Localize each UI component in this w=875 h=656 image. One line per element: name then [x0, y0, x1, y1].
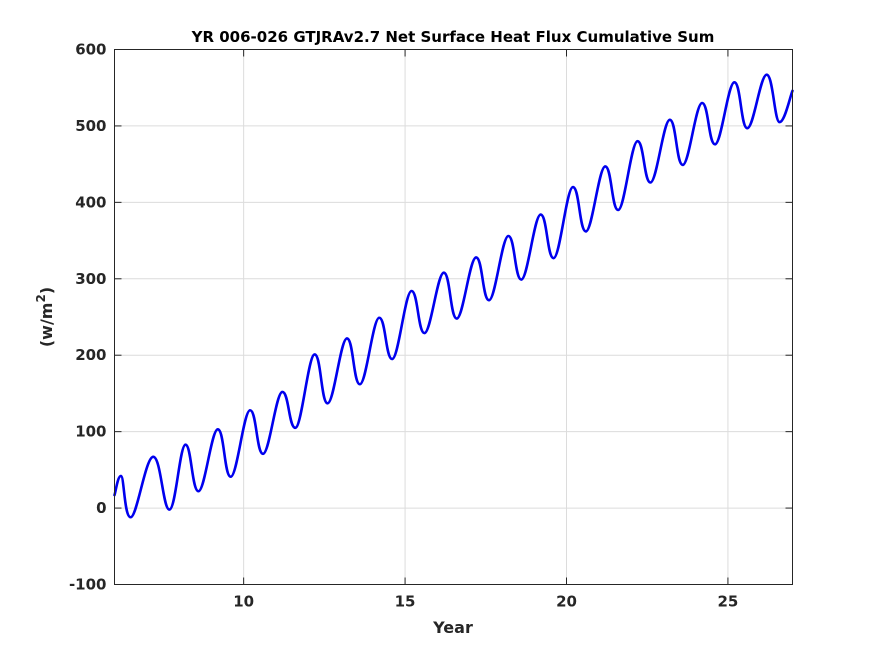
- y-tick-label: 500: [75, 117, 106, 135]
- chart-title: YR 006-026 GTJRAv2.7 Net Surface Heat Fl…: [191, 28, 715, 46]
- y-tick-label: 100: [75, 423, 106, 441]
- y-tick-label: -100: [69, 576, 107, 594]
- y-tick-label: 0: [96, 499, 106, 517]
- data-line: [113, 73, 794, 519]
- x-tick-label: 15: [395, 593, 416, 611]
- grid-lines: [114, 49, 793, 585]
- x-ticks: 10 15 20 25: [233, 49, 738, 611]
- x-tick-label: 20: [556, 593, 577, 611]
- plot-frame: [114, 49, 793, 585]
- y-tick-label: 300: [75, 270, 106, 288]
- y-axis-label: (w/m2): [34, 287, 56, 347]
- x-tick-label: 10: [233, 593, 254, 611]
- y-ticks: -100 0 100 200 300 400 500 600: [69, 41, 793, 594]
- y-axis-label-close: ): [37, 287, 56, 294]
- y-tick-label: 600: [75, 41, 106, 59]
- x-axis-label: Year: [432, 618, 473, 637]
- x-tick-label: 25: [717, 593, 738, 611]
- y-tick-label: 200: [75, 346, 106, 364]
- y-tick-label: 400: [75, 193, 106, 211]
- y-axis-label-main: (w/m: [37, 303, 56, 348]
- y-axis-label-sup: 2: [34, 294, 48, 302]
